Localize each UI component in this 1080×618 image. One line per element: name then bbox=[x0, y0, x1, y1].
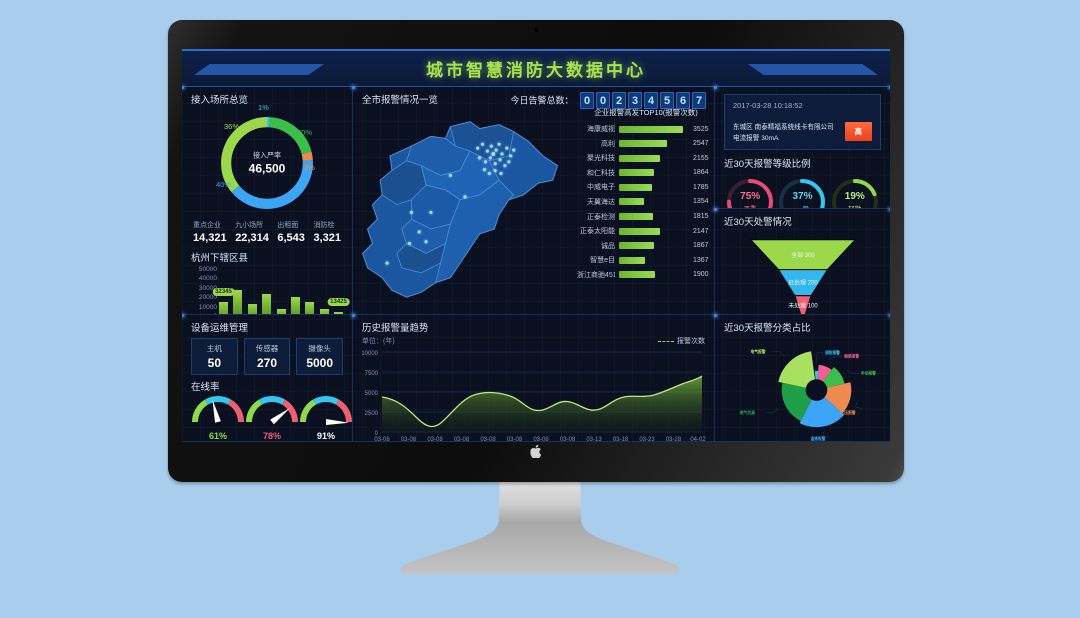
svg-text:10000: 10000 bbox=[362, 351, 379, 357]
svg-text:温感报警: 温感报警 bbox=[811, 436, 826, 441]
svg-text:烟感报警: 烟感报警 bbox=[844, 354, 859, 359]
svg-text:电气报警: 电气报警 bbox=[751, 349, 766, 354]
svg-text:5000: 5000 bbox=[365, 391, 379, 397]
svg-text:水压报警: 水压报警 bbox=[840, 410, 856, 415]
svg-text:消防报警: 消防报警 bbox=[825, 350, 840, 355]
svg-text:2500: 2500 bbox=[365, 411, 379, 417]
svg-text:手动报警: 手动报警 bbox=[861, 370, 876, 375]
svg-text:燃气泄漏: 燃气泄漏 bbox=[740, 410, 755, 415]
svg-text:7500: 7500 bbox=[365, 371, 379, 377]
